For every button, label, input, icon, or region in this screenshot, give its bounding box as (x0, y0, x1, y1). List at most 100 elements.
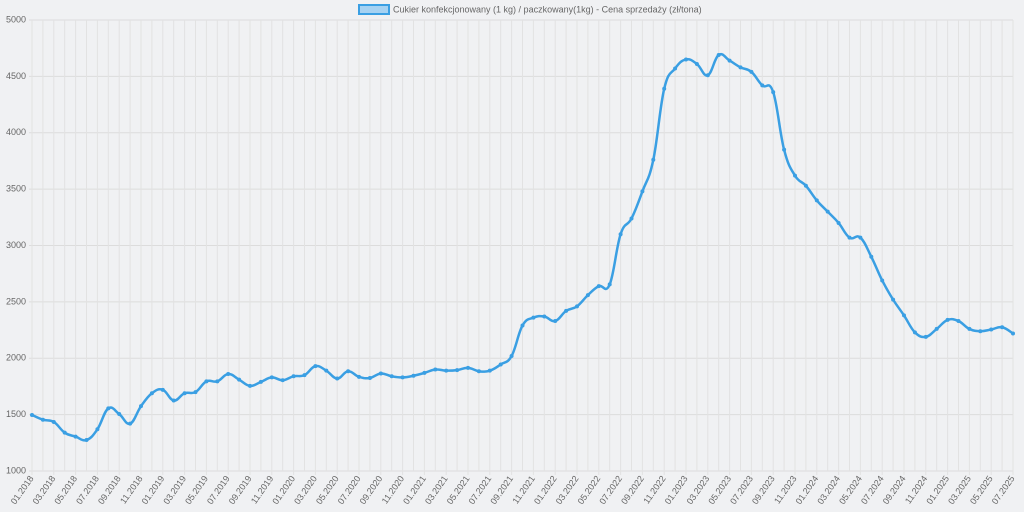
point (771, 90, 776, 95)
point (476, 369, 481, 374)
point (280, 378, 285, 383)
point (444, 368, 449, 373)
point (858, 235, 863, 240)
point (182, 391, 187, 396)
y-tick-label: 5000 (6, 14, 26, 24)
point (629, 216, 634, 221)
point (215, 379, 220, 384)
point (62, 430, 67, 435)
point (335, 376, 340, 381)
point (520, 323, 525, 328)
y-tick-label: 1000 (6, 465, 26, 475)
y-tick-label: 1500 (6, 409, 26, 419)
point (945, 317, 950, 322)
point (825, 209, 830, 214)
point (814, 198, 819, 203)
point (367, 375, 372, 380)
point (139, 404, 143, 409)
legend-swatch (358, 4, 390, 15)
point (585, 293, 590, 298)
point (847, 235, 852, 240)
point (934, 326, 939, 331)
point (346, 369, 351, 374)
point (237, 377, 242, 382)
point (836, 220, 841, 225)
point (204, 379, 209, 384)
point (509, 353, 514, 358)
x-tick-label: 07.2025 (990, 474, 1017, 506)
point (248, 383, 252, 388)
legend-label: Cukier konfekcjonowany (1 kg) / paczkowa… (393, 4, 702, 14)
point (880, 278, 885, 283)
point (455, 368, 460, 373)
point (324, 368, 329, 373)
point (542, 314, 547, 319)
point (607, 282, 612, 287)
point (640, 189, 645, 194)
point (302, 373, 307, 378)
point (596, 284, 601, 289)
point (389, 374, 394, 379)
point (378, 371, 383, 376)
point (531, 315, 536, 320)
point (793, 173, 797, 178)
point (684, 57, 688, 62)
point (498, 362, 503, 367)
point (106, 406, 111, 411)
point (357, 374, 361, 379)
y-tick-label: 4500 (6, 71, 26, 81)
point (291, 374, 296, 379)
point (171, 398, 176, 403)
point (30, 412, 34, 417)
point (193, 390, 198, 395)
point (400, 375, 405, 380)
point (1011, 331, 1015, 336)
point (923, 334, 928, 339)
point (269, 375, 274, 380)
point (869, 254, 874, 259)
point (149, 391, 154, 396)
point (1000, 325, 1005, 330)
point (40, 417, 45, 422)
point (313, 364, 318, 369)
point (705, 73, 710, 78)
point (258, 379, 263, 384)
point (749, 69, 754, 74)
point (51, 419, 56, 424)
point (117, 412, 122, 417)
point (978, 329, 983, 334)
point (902, 313, 906, 318)
point (553, 319, 558, 324)
point (95, 427, 100, 432)
point (989, 327, 994, 332)
point (128, 421, 133, 426)
point (651, 157, 656, 162)
point (782, 147, 787, 152)
y-tick-label: 2500 (6, 296, 26, 306)
point (956, 319, 961, 324)
y-tick-label: 3500 (6, 184, 26, 194)
point (226, 372, 231, 377)
y-tick-label: 3000 (6, 240, 26, 250)
point (694, 61, 699, 66)
point (738, 65, 743, 70)
point (803, 183, 808, 188)
point (84, 437, 89, 442)
point (487, 368, 492, 373)
point (564, 308, 569, 313)
point (433, 367, 438, 372)
point (967, 326, 972, 331)
point (422, 370, 427, 375)
point (662, 86, 667, 91)
point (716, 52, 721, 57)
point (673, 66, 678, 71)
point (411, 373, 416, 378)
point (912, 330, 917, 335)
point (73, 434, 78, 439)
y-tick-label: 2000 (6, 353, 26, 363)
point (891, 297, 896, 302)
point (760, 83, 765, 88)
point (466, 365, 470, 370)
point (618, 232, 623, 237)
